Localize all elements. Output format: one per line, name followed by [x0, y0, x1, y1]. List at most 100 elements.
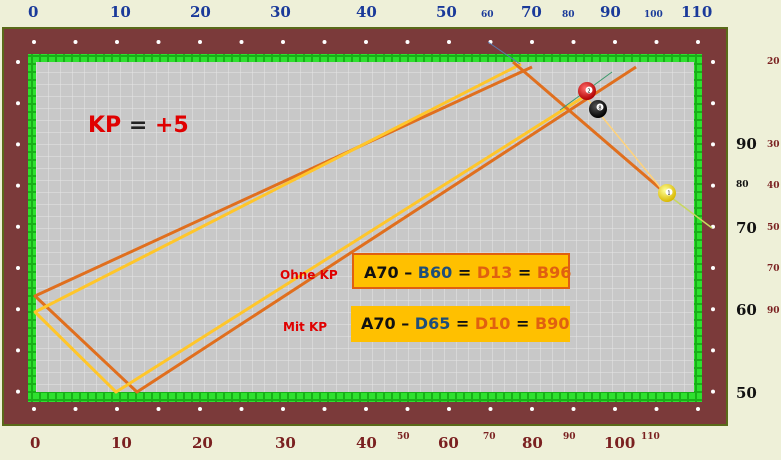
botScale-label: 40	[356, 434, 377, 452]
topScale-label: 60	[481, 10, 494, 20]
topScale-label: 0	[28, 3, 39, 21]
topScale-label: 40	[356, 3, 377, 21]
top-diamond	[654, 40, 659, 44]
left-diamond	[16, 389, 20, 394]
top-diamond	[696, 40, 700, 44]
top-diamond	[447, 40, 451, 44]
bottom-diamond	[405, 407, 410, 411]
botScale-label: 20	[192, 434, 213, 452]
ohne-kp-label: Ohne KP	[280, 268, 338, 282]
rightOuter-label: 60	[736, 301, 757, 319]
red-ball: 2	[578, 82, 596, 100]
topScale-label: 30	[270, 3, 291, 21]
left-diamond	[16, 266, 20, 270]
botScale-label: 80	[522, 434, 543, 452]
right-diamond	[711, 307, 715, 312]
svg-text:1: 1	[667, 191, 670, 197]
botScale-label: 50	[397, 432, 410, 442]
topScale-label: 110	[681, 3, 713, 21]
topScale-label: 20	[190, 3, 211, 21]
left-diamond	[16, 224, 20, 229]
right-diamond	[711, 101, 715, 106]
right-diamond	[711, 266, 715, 270]
bottom-diamond	[530, 407, 534, 411]
bottom-diamond	[322, 407, 327, 411]
top-diamond	[405, 40, 410, 44]
top-diamond	[73, 40, 78, 44]
bottom-diamond	[696, 407, 700, 411]
path-ohne-kp	[33, 65, 637, 394]
rightInner-label: 20	[767, 57, 780, 67]
topScale-label: 80	[562, 10, 575, 20]
top-diamond	[115, 40, 119, 44]
svg-text:8: 8	[598, 106, 601, 112]
botScale-label: 90	[563, 432, 576, 442]
yellow-ball: 1	[658, 184, 676, 202]
bottom-diamond	[239, 407, 244, 411]
bottom-diamond	[115, 407, 119, 411]
right-diamond	[711, 348, 715, 353]
rightInner-label: 70	[767, 264, 780, 274]
left-diamond	[16, 348, 20, 353]
bottom-diamond	[281, 407, 285, 411]
top-diamond	[281, 40, 285, 44]
bottom-diamond	[156, 407, 161, 411]
left-diamond	[16, 101, 20, 106]
cue-ball-path	[512, 60, 665, 194]
bottom-diamond	[488, 407, 493, 411]
rightOuter-label: 90	[736, 135, 757, 153]
bottom-diamond	[198, 407, 202, 411]
mit-kp-label: Mit KP	[283, 320, 328, 334]
left-diamond	[16, 307, 20, 312]
top-diamond	[571, 40, 576, 44]
top-diamond	[239, 40, 244, 44]
rail-diamonds	[16, 40, 715, 411]
botScale-label: 70	[483, 432, 496, 442]
rightInner-label: 40	[767, 181, 780, 191]
topScale-label: 10	[110, 3, 131, 21]
rightOuter-label: 80	[736, 180, 749, 190]
topScale-label: 90	[600, 3, 621, 21]
top-diamond	[613, 40, 617, 44]
svg-text:2: 2	[587, 89, 590, 95]
bottom-diamond	[447, 407, 451, 411]
botScale-label: 110	[641, 432, 660, 442]
kp-label: KP = +5	[88, 113, 189, 138]
botScale-label: 30	[275, 434, 296, 452]
aim-line-3	[487, 41, 521, 65]
left-diamond	[16, 60, 20, 64]
black-ball: 8	[589, 100, 607, 118]
rightOuter-label: 70	[736, 219, 757, 237]
botScale-label: 60	[438, 434, 459, 452]
top-diamond	[364, 40, 368, 44]
bottom-diamond	[32, 407, 36, 411]
right-diamond	[711, 183, 715, 188]
top-diamond	[322, 40, 327, 44]
ohne-kp-formula: A70 – B60 = D13 = B96	[352, 253, 571, 289]
bottom-diamond	[364, 407, 368, 411]
right-diamond	[711, 60, 715, 64]
bottom-diamond	[613, 407, 617, 411]
rightInner-label: 50	[767, 223, 780, 233]
topScale-label: 100	[644, 10, 663, 20]
top-diamond	[198, 40, 202, 44]
rightInner-label: 90	[767, 306, 780, 316]
right-diamond	[711, 142, 715, 147]
topScale-label: 50	[436, 3, 457, 21]
topScale-label: 70	[521, 3, 542, 21]
bottom-diamond	[73, 407, 78, 411]
mit-kp-formula: A70 – D65 = D10 = B90	[351, 306, 570, 342]
botScale-label: 10	[111, 434, 132, 452]
bottom-diamond	[571, 407, 576, 411]
path-mit-kp	[33, 62, 586, 394]
rightOuter-label: 50	[736, 384, 757, 402]
top-diamond	[32, 40, 36, 44]
rightInner-label: 30	[767, 140, 780, 150]
left-diamond	[16, 142, 20, 147]
bottom-diamond	[654, 407, 659, 411]
right-diamond	[711, 389, 715, 394]
top-diamond	[530, 40, 534, 44]
botScale-label: 100	[604, 434, 636, 452]
left-diamond	[16, 183, 20, 188]
